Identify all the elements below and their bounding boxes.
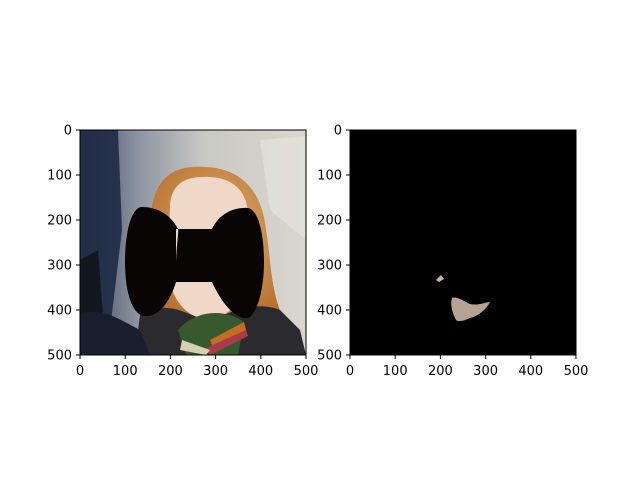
right-y-ticks: 0 100 200 300 400 500 — [317, 124, 350, 364]
x-tick-label: 400 — [518, 364, 543, 379]
left-x-ticks: 0 100 200 300 400 500 — [76, 355, 319, 379]
photo-image — [80, 130, 306, 355]
x-tick-label: 100 — [383, 364, 408, 379]
y-tick-label: 0 — [334, 124, 342, 139]
y-tick-label: 0 — [64, 124, 72, 139]
right-axes-frame — [349, 129, 577, 356]
bow-tie-mask — [125, 207, 264, 319]
left-y-ticks: 0 100 200 300 400 500 — [47, 124, 80, 364]
right-x-ticks: 0 100 200 300 400 500 — [346, 355, 589, 379]
y-tick-label: 500 — [47, 349, 72, 364]
y-tick-label: 100 — [47, 169, 72, 184]
x-tick-label: 300 — [473, 364, 498, 379]
x-tick-label: 300 — [203, 364, 228, 379]
y-tick-label: 300 — [47, 259, 72, 274]
x-tick-label: 500 — [294, 364, 319, 379]
x-tick-label: 400 — [248, 364, 273, 379]
segmentation-image — [350, 130, 576, 355]
y-tick-label: 200 — [47, 214, 72, 229]
skin-region — [451, 297, 490, 322]
x-tick-label: 500 — [564, 364, 589, 379]
y-tick-label: 400 — [47, 304, 72, 319]
left-axes-frame — [79, 129, 307, 356]
x-tick-label: 0 — [76, 364, 84, 379]
x-tick-label: 200 — [158, 364, 183, 379]
y-tick-label: 200 — [317, 214, 342, 229]
right-image-axes: 0 100 200 300 400 500 0 100 200 300 400 500 — [317, 124, 588, 380]
skin-speck — [436, 275, 444, 282]
x-tick-label: 0 — [346, 364, 354, 379]
y-tick-label: 400 — [317, 304, 342, 319]
y-tick-label: 100 — [317, 169, 342, 184]
y-tick-label: 500 — [317, 349, 342, 364]
x-tick-label: 100 — [113, 364, 138, 379]
y-tick-label: 300 — [317, 259, 342, 274]
x-tick-label: 200 — [428, 364, 453, 379]
left-image-axes: 0 100 200 300 400 500 0 100 200 300 400 500 — [47, 124, 318, 380]
